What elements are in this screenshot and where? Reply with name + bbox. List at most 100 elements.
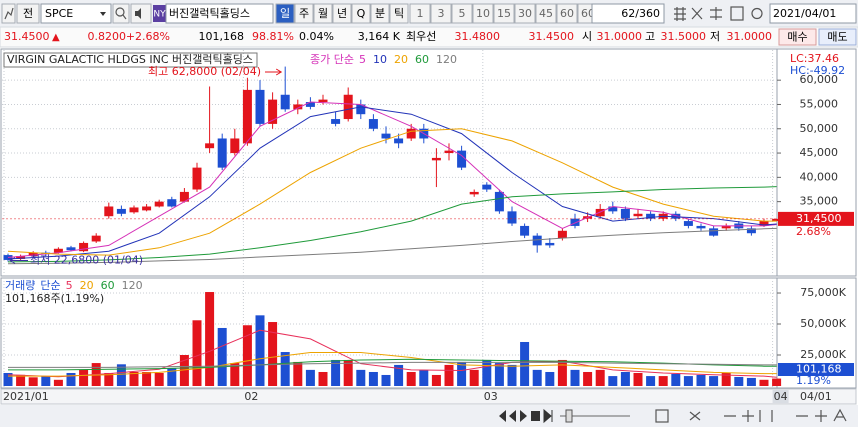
volume-panel [0, 277, 778, 389]
volume-bar [469, 369, 479, 386]
volume-average [8, 352, 777, 377]
volume-bar [16, 374, 26, 386]
low-label: 저 [710, 30, 720, 43]
volume-bar [671, 373, 681, 386]
interval-button[interactable] [556, 3, 578, 24]
stop-button[interactable] [531, 411, 540, 421]
count-box[interactable] [591, 3, 665, 24]
interval-button[interactable] [535, 3, 557, 24]
control-icon[interactable] [655, 409, 669, 423]
period-group: 일 주 월 년 Q 분 틱 1 3 5 10 15 30 45 60 60 [275, 3, 605, 24]
interval-button[interactable] [514, 3, 536, 24]
candle-body [532, 235, 542, 246]
candle-body [709, 228, 719, 236]
font-icon[interactable] [833, 408, 847, 422]
volume-average [7, 329, 777, 378]
period-button[interactable] [332, 3, 352, 24]
legend-entry: 20 [80, 279, 94, 292]
buy-button[interactable] [778, 28, 817, 46]
candle-body [482, 184, 492, 190]
count: 62/360 [621, 7, 660, 20]
slider-thumb[interactable] [565, 409, 573, 423]
low: 31.0000 [727, 30, 773, 43]
candle-body [608, 206, 618, 212]
sell-button[interactable] [818, 28, 857, 46]
market-button[interactable] [16, 3, 40, 24]
step-button[interactable] [543, 408, 553, 424]
interval-label: 1 [417, 7, 424, 20]
candle-body [66, 247, 76, 251]
volume-bar [734, 376, 744, 386]
moving-average [7, 128, 777, 256]
chart-icon[interactable] [1, 3, 16, 24]
period-button[interactable] [275, 3, 295, 24]
zoom-icons[interactable] [689, 410, 754, 422]
volume-bar [406, 371, 416, 386]
title-box [3, 52, 258, 68]
search-button[interactable] [112, 3, 130, 24]
interval-button[interactable] [409, 3, 431, 24]
period-button[interactable] [294, 3, 314, 24]
y-tick-label: 40,000 [800, 170, 839, 183]
candle-body [104, 206, 114, 217]
candle-body [305, 102, 315, 107]
volume-bar [280, 352, 290, 386]
interval-button[interactable] [451, 3, 473, 24]
search-glyph [122, 14, 127, 20]
volume-bar [658, 376, 668, 386]
candle-body [570, 218, 580, 226]
period-button[interactable] [313, 3, 333, 24]
chart-title: VIRGIN GALACTIC HLDGS INC 버진갤럭틱홀딩스 [7, 53, 253, 66]
period-button[interactable] [351, 3, 371, 24]
candle-body [79, 242, 89, 252]
volume-bar [205, 292, 215, 386]
legend-entry: 20 [394, 53, 408, 66]
high: 31.5000 [661, 30, 707, 43]
date-box[interactable] [769, 3, 857, 24]
last-volume-label: 101,168 [796, 363, 842, 376]
candle-body [772, 218, 782, 222]
candle-body [557, 230, 567, 239]
legend-label: 종가 단순 [310, 53, 354, 66]
interval-button[interactable] [493, 3, 515, 24]
symbol-input[interactable] [40, 3, 112, 24]
last-change: 2.68% [796, 225, 831, 238]
settings-icon[interactable] [751, 7, 763, 20]
volume-bar [608, 376, 618, 386]
period-button[interactable] [370, 3, 390, 24]
save-icon[interactable] [730, 6, 744, 21]
symbol: SPCE [45, 7, 73, 20]
candle-body [28, 252, 38, 257]
candle-body [469, 191, 479, 195]
high-label: 고 [645, 30, 655, 43]
volume-ratio: 98.81% [252, 30, 294, 43]
x-tick-label: 03 [484, 390, 498, 403]
rewind-button[interactable] [499, 410, 516, 422]
volume-bar [394, 364, 404, 386]
period-label: 주 [299, 7, 309, 20]
volume-bar [507, 364, 517, 386]
buy-label: 매수 [787, 31, 807, 44]
hc-label: HC:-49.92 [790, 64, 845, 77]
zoom-icons[interactable] [759, 410, 827, 422]
name-box [165, 3, 274, 24]
volume-bar [217, 327, 227, 386]
period-button[interactable] [389, 3, 409, 24]
interval-button[interactable] [430, 3, 452, 24]
candle-body [343, 94, 353, 120]
interval-label: 30 [518, 7, 532, 20]
price: 31.4500 [4, 30, 50, 43]
play-button[interactable] [520, 410, 527, 422]
volume-bar [545, 371, 555, 386]
candle-body [507, 211, 517, 224]
legend-entry: 5 [359, 53, 366, 66]
volume-bar [255, 315, 265, 386]
volume-bar [620, 371, 630, 386]
tool-icon[interactable] [691, 7, 703, 20]
open-label: 시 [582, 30, 592, 43]
grid-icon[interactable] [674, 7, 686, 21]
interval-button[interactable] [472, 3, 494, 24]
market-label: 전 [23, 7, 33, 20]
tool-icon[interactable] [710, 7, 722, 20]
